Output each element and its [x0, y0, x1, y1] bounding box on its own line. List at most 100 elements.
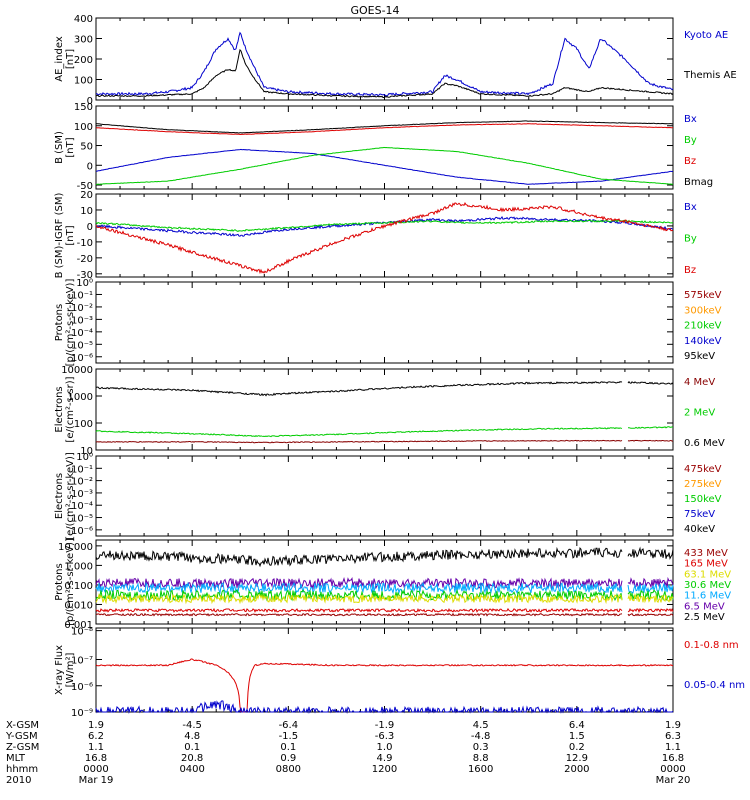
legend-entry: 2.5 MeV	[684, 612, 725, 623]
footer-value: 16.8	[85, 753, 107, 764]
series-6	[95, 581, 674, 595]
y-tick-label: 200	[74, 55, 93, 66]
footer-value: 0000	[660, 764, 685, 775]
footer-value: -1.9	[375, 720, 395, 731]
series-4	[95, 426, 674, 438]
y-axis-label: AE_index[nT]	[54, 36, 76, 82]
y-tick-label: 0.100	[64, 581, 93, 592]
y-tick-label: 0	[87, 161, 93, 172]
orbit-footer: X-GSM 1.9 -4.5 -6.4 -1.9 4.5 6.4 1.9 Y-GSM 6.2 4.8…	[5, 720, 690, 786]
y-axis-label-line: [nT]	[65, 225, 76, 245]
panel-7: 10.0001.0000.1000.0100.001Protons[p/(cm²…	[54, 538, 731, 631]
footer-value: 0800	[276, 764, 301, 775]
footer-value: 4.5	[473, 720, 489, 731]
y-tick-label: 10⁻²	[71, 477, 93, 488]
y-tick-label: 0	[87, 96, 93, 107]
footer-value: 0.9	[280, 753, 296, 764]
footer-value: 0000	[83, 764, 108, 775]
legend-entry: 300keV	[684, 305, 722, 316]
y-tick-label: -50	[77, 181, 93, 192]
y-axis-label-line: Electrons	[54, 473, 65, 519]
y-axis-label-line: [e/(cm²-s-sr)]	[65, 376, 76, 442]
footer-value: 0400	[179, 764, 204, 775]
series-line	[95, 202, 674, 275]
y-tick-label: 10⁰	[76, 278, 93, 289]
legend-entry: Kyoto AE	[684, 30, 728, 41]
legend-entry: 75keV	[684, 509, 715, 520]
footer-row-label: X-GSM	[6, 720, 39, 731]
y-axis-label-line: Electrons	[54, 386, 65, 432]
footer-value: 0.1	[280, 742, 296, 753]
footer-value: 1.5	[569, 731, 585, 742]
series-6	[95, 607, 674, 614]
legend-entry: 575keV	[684, 290, 722, 301]
y-tick-label: 10	[80, 446, 93, 457]
series-line	[95, 658, 674, 713]
footer-value: -1.5	[279, 731, 299, 742]
y-tick-label: 0.001	[64, 620, 93, 631]
series-line	[95, 120, 674, 134]
y-tick-label: 10⁻⁴	[71, 501, 93, 512]
footer-value: 1.0	[377, 742, 393, 753]
footer-row-label: Z-GSM	[6, 742, 39, 753]
footer-value: 12.9	[566, 753, 588, 764]
y-axis-label-line: [nT]	[65, 49, 76, 69]
series-1	[95, 123, 674, 135]
series-0	[95, 31, 674, 97]
y-tick-label: 10	[80, 206, 93, 217]
footer-value: 2000	[564, 764, 589, 775]
legend-entry: 210keV	[684, 321, 722, 332]
footer-value: Mar 20	[656, 775, 691, 786]
footer-value: 20.8	[181, 753, 203, 764]
y-tick-label: 10.000	[58, 542, 93, 553]
y-tick-label: -20	[77, 254, 93, 265]
y-tick-label: 10⁻⁷	[71, 656, 93, 667]
footer-row-label: hhmm	[6, 764, 38, 775]
legend-entry: 95keV	[684, 351, 715, 362]
panel-frame	[95, 455, 674, 537]
panel-4: 10⁰10⁻¹10⁻²10⁻³10⁻⁴10⁻⁵10⁻⁶Protons[p/(cm…	[54, 278, 722, 366]
y-axis-label: Protons[p/(cm²-s-sr-keV)]	[54, 279, 76, 367]
footer-value: -6.3	[375, 731, 395, 742]
footer-value: 1200	[372, 764, 397, 775]
footer-value: 8.8	[473, 753, 489, 764]
y-axis-label-line: Protons	[54, 304, 65, 341]
series-0	[96, 48, 674, 98]
footer-value: Mar 19	[79, 775, 114, 786]
y-tick-label: 10⁻³	[71, 315, 93, 326]
y-tick-label: 10⁻⁶	[71, 353, 93, 364]
legend-entry: 40keV	[684, 524, 715, 535]
footer-value: -6.4	[279, 720, 299, 731]
footer-value: 1.9	[88, 720, 104, 731]
series-line	[95, 546, 674, 568]
y-axis-label: Electrons[e/(cm²-s-sr)]	[54, 376, 76, 442]
y-axis-label: Protons[p/(cm²-s-sr-keV)]	[54, 538, 76, 626]
legend-entry: 2 MeV	[684, 408, 715, 419]
footer-value: 1.9	[665, 720, 681, 731]
series-line	[95, 607, 674, 614]
footer-value: 0.3	[473, 742, 489, 753]
panel-6: 10⁰10⁻¹10⁻²10⁻³10⁻⁴10⁻⁵10⁻⁶Electrons[e/(…	[54, 452, 722, 540]
y-tick-label: 10⁻¹	[71, 464, 93, 475]
footer-value: 6.4	[569, 720, 585, 731]
legend-entry: By	[684, 135, 697, 146]
y-tick-label: 10000	[61, 365, 93, 376]
y-tick-label: 10⁻²	[71, 303, 93, 314]
series-line	[95, 593, 674, 605]
series-line	[96, 48, 674, 98]
series-line	[95, 700, 674, 714]
series-2	[95, 202, 674, 275]
panel-frame	[95, 368, 674, 451]
y-axis-label-line: X-ray Flux	[54, 645, 65, 695]
y-tick-label: 10⁻⁶	[71, 682, 93, 693]
legend-entry: Bx	[684, 202, 697, 213]
footer-value: -4.5	[182, 720, 202, 731]
legend-entry: 63.1 MeV	[684, 569, 731, 580]
y-tick-label: -30	[77, 270, 93, 281]
panel-frame	[95, 281, 674, 364]
footer-value: 16.8	[662, 753, 684, 764]
y-axis-label-line: B (SM)	[54, 131, 65, 164]
series-6	[95, 546, 674, 568]
